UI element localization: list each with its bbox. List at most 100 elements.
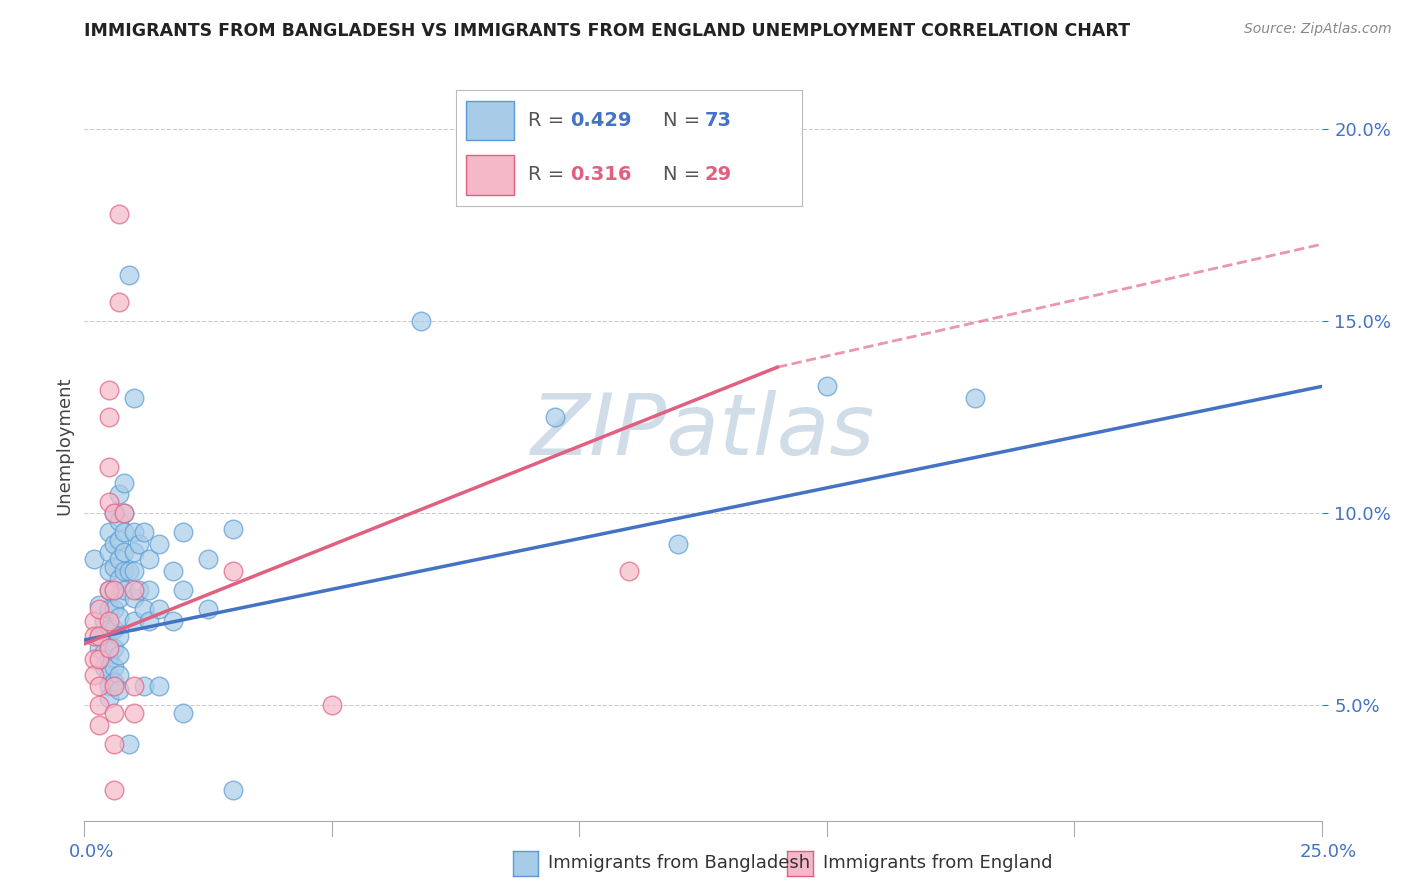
Point	[103, 506, 125, 520]
Point	[108, 629, 131, 643]
Point	[83, 667, 105, 681]
Point	[98, 652, 121, 666]
Point	[108, 487, 131, 501]
Point	[815, 379, 838, 393]
Point	[118, 564, 141, 578]
Point	[138, 552, 160, 566]
Point	[103, 602, 125, 616]
Point	[172, 525, 194, 540]
Point	[112, 525, 135, 540]
Point	[118, 737, 141, 751]
Point	[98, 525, 121, 540]
Point	[128, 583, 150, 598]
Point	[112, 544, 135, 558]
Point	[122, 525, 145, 540]
Point	[89, 640, 111, 655]
Point	[89, 602, 111, 616]
Point	[93, 614, 115, 628]
Point	[108, 648, 131, 663]
Point	[112, 506, 135, 520]
Point	[148, 679, 170, 693]
Point	[409, 314, 432, 328]
Point	[122, 591, 145, 605]
Point	[108, 667, 131, 681]
Point	[98, 544, 121, 558]
Point	[543, 410, 565, 425]
Point	[103, 583, 125, 598]
Point	[98, 602, 121, 616]
Point	[122, 706, 145, 720]
Point	[83, 552, 105, 566]
Point	[108, 552, 131, 566]
Text: Immigrants from England: Immigrants from England	[823, 855, 1052, 872]
Point	[122, 544, 145, 558]
Point	[112, 564, 135, 578]
Text: IMMIGRANTS FROM BANGLADESH VS IMMIGRANTS FROM ENGLAND UNEMPLOYMENT CORRELATION C: IMMIGRANTS FROM BANGLADESH VS IMMIGRANTS…	[84, 22, 1130, 40]
Point	[122, 583, 145, 598]
Point	[162, 614, 184, 628]
Point	[93, 629, 115, 643]
Point	[98, 410, 121, 425]
Point	[98, 614, 121, 628]
Point	[89, 652, 111, 666]
Point	[148, 537, 170, 551]
Point	[98, 640, 121, 655]
Point	[132, 525, 155, 540]
Point	[98, 583, 121, 598]
Point	[132, 602, 155, 616]
Text: 25.0%: 25.0%	[1301, 843, 1357, 861]
Point	[89, 599, 111, 613]
Point	[83, 614, 105, 628]
Point	[108, 572, 131, 586]
Point	[103, 783, 125, 797]
Point	[103, 679, 125, 693]
Point	[108, 294, 131, 309]
Point	[103, 537, 125, 551]
Point	[222, 564, 245, 578]
Point	[103, 560, 125, 574]
Point	[108, 533, 131, 548]
Point	[103, 660, 125, 674]
Point	[98, 564, 121, 578]
Point	[93, 644, 115, 658]
Point	[103, 675, 125, 690]
Point	[108, 591, 131, 605]
Point	[222, 783, 245, 797]
Point	[321, 698, 343, 713]
Point	[108, 610, 131, 624]
Point	[83, 629, 105, 643]
Point	[965, 391, 987, 405]
Point	[103, 583, 125, 598]
Point	[122, 391, 145, 405]
Point	[666, 537, 689, 551]
Point	[89, 629, 111, 643]
Point	[172, 706, 194, 720]
Point	[222, 522, 245, 536]
Point	[108, 206, 131, 220]
Point	[103, 506, 125, 520]
Text: Immigrants from Bangladesh: Immigrants from Bangladesh	[548, 855, 810, 872]
Text: ZIPatlas: ZIPatlas	[531, 390, 875, 473]
Point	[138, 583, 160, 598]
Text: 0.0%: 0.0%	[69, 843, 114, 861]
Point	[103, 706, 125, 720]
Point	[138, 614, 160, 628]
Point	[617, 564, 640, 578]
Point	[89, 698, 111, 713]
Point	[132, 679, 155, 693]
Point	[93, 660, 115, 674]
Point	[112, 506, 135, 520]
Point	[103, 737, 125, 751]
Point	[108, 514, 131, 528]
Point	[172, 583, 194, 598]
Point	[112, 583, 135, 598]
Point	[108, 683, 131, 698]
Point	[162, 564, 184, 578]
Point	[128, 537, 150, 551]
Point	[98, 460, 121, 475]
Point	[89, 717, 111, 731]
Point	[197, 552, 219, 566]
Point	[83, 652, 105, 666]
Point	[98, 494, 121, 508]
Point	[148, 602, 170, 616]
